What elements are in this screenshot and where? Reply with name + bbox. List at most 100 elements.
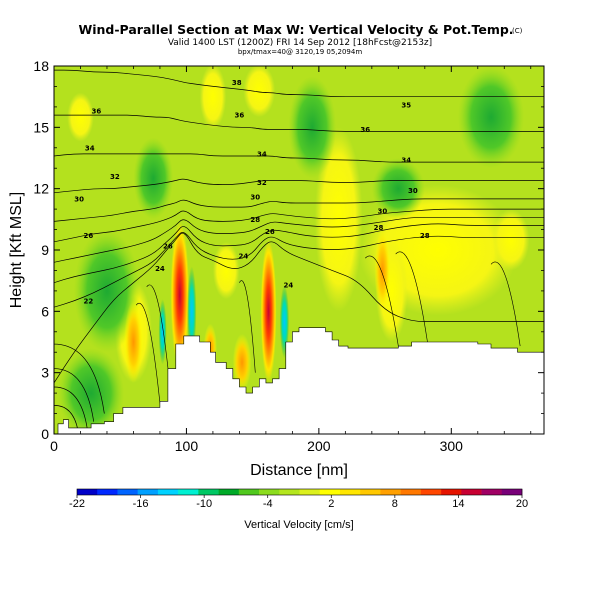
colorbar-tick-label: 20 — [516, 498, 528, 510]
isentrope-label: 36 — [235, 112, 245, 120]
isentrope-label: 22 — [84, 298, 94, 306]
colorbar-swatch — [481, 489, 503, 495]
colorbar-swatch — [279, 489, 300, 495]
colorbar-label: Vertical Velocity [cm/s] — [244, 519, 353, 531]
isentrope-label: 28 — [250, 216, 260, 224]
y-tick-label: 0 — [41, 426, 49, 442]
colorbar-swatch — [218, 489, 240, 495]
colorbar: -22 -16 -10 -4 2 8 14 20 — [69, 488, 528, 510]
velocity-patch — [212, 241, 240, 300]
colorbar-tick-label: 8 — [392, 498, 398, 510]
colorbar-swatch — [238, 489, 260, 495]
y-tick-label: 12 — [33, 181, 49, 197]
colorbar-tick-label: -10 — [196, 498, 212, 510]
isentrope-24 — [54, 223, 544, 284]
velocity-patch — [232, 333, 252, 392]
velocity-patch — [187, 266, 197, 357]
colorbar-swatch — [400, 489, 422, 495]
isentrope-label: 30 — [74, 195, 84, 203]
colorbar-tick-label: 14 — [452, 498, 464, 510]
velocity-patch — [133, 137, 174, 220]
boundary-isentrope — [54, 386, 88, 428]
isentrope-34 — [54, 153, 544, 163]
isentrope-label: 26 — [84, 232, 94, 240]
velocity-patch — [170, 221, 190, 369]
colorbar-swatch — [360, 489, 381, 495]
y-tick-label: 9 — [41, 242, 49, 258]
x-tick-label: 0 — [50, 438, 58, 454]
isentrope-20 — [54, 232, 544, 384]
velocity-contour — [135, 303, 161, 404]
colorbar-swatch — [178, 489, 199, 495]
isentrope-label: 30 — [408, 187, 418, 195]
y-tick-label: 15 — [33, 119, 49, 135]
colorbar-swatch — [97, 489, 118, 495]
isentrope-label: 24 — [155, 265, 165, 273]
isentrope-label: 34 — [257, 150, 267, 158]
velocity-patch — [260, 239, 277, 383]
velocity-contour — [365, 255, 399, 347]
boundary-isentrope — [54, 368, 95, 422]
colorbar-swatch — [441, 489, 462, 495]
isentrope-label: 32 — [257, 179, 267, 187]
terrain-mask — [54, 327, 544, 434]
colorbar-swatch — [339, 489, 361, 495]
isentrope-label: 30 — [250, 193, 260, 201]
chart-subtitle-info: bpx/tmax=40@ 3120,19 05,2094m — [238, 48, 362, 56]
colorbar-swatch — [117, 489, 138, 495]
boundary-isentrope — [54, 405, 79, 430]
chart-title: Wind-Parallel Section at Max W: Vertical… — [78, 22, 513, 37]
y-axis-label: Height [Kft MSL] — [8, 192, 25, 309]
colorbar-swatch — [259, 489, 280, 495]
colorbar-swatch — [420, 489, 442, 495]
x-axis-label: Distance [nm] — [250, 462, 348, 479]
isentrope-28 — [54, 208, 544, 243]
colorbar-tick-label: 2 — [328, 498, 334, 510]
colorbar-swatch — [461, 489, 482, 495]
velocity-patch — [314, 127, 363, 312]
isentrope-label: 24 — [284, 281, 294, 289]
colorbar-swatch — [157, 489, 179, 495]
isentrope-label: 38 — [232, 79, 242, 87]
isentrope-label: 30 — [378, 208, 388, 216]
isentrope-label: 26 — [265, 228, 275, 236]
colorbar-tick-label: -4 — [263, 498, 273, 510]
isentrope-32 — [54, 178, 544, 194]
velocity-patch — [279, 284, 290, 359]
velocity-patch — [57, 348, 125, 434]
isentrope-38 — [54, 69, 544, 98]
colorbar-swatch — [299, 489, 321, 495]
isentrope-label: 36 — [92, 107, 102, 115]
vertical-velocity-field — [57, 66, 530, 434]
copyright-mark: (C) — [512, 27, 523, 35]
colorbar-swatch — [380, 489, 401, 495]
velocity-patch — [243, 66, 276, 118]
isentrope-lines — [54, 69, 544, 430]
velocity-patch — [492, 209, 530, 271]
y-tick-label: 18 — [33, 58, 49, 74]
y-tick-label: 6 — [41, 303, 49, 319]
colorbar-swatch — [319, 489, 341, 495]
velocity-contour — [146, 284, 171, 394]
velocity-patch — [124, 301, 143, 383]
isentrope-labels: 38 36 36 36 35 34 34 34 32 32 30 30 30 30 28 28 28 26 26 26… — [74, 79, 430, 306]
x-tick-label: 200 — [307, 438, 331, 454]
boundary-isentrope — [54, 343, 105, 414]
y-tick-label: 3 — [41, 365, 49, 381]
velocity-contour — [490, 261, 521, 347]
isentrope-label: 34 — [401, 157, 411, 165]
colorbar-swatch — [501, 489, 523, 495]
isentrope-label: 34 — [85, 144, 95, 152]
isentrope-label: 32 — [110, 173, 120, 181]
isentrope-36 — [54, 114, 544, 132]
isentrope-22 — [54, 232, 544, 308]
isentrope-26 — [54, 216, 544, 263]
isentrope-label: 35 — [401, 101, 411, 109]
plot-area: 38 36 36 36 35 34 34 34 32 32 30 30 30 30 28 28 28 26 26 26… — [54, 66, 544, 434]
velocity-contour — [395, 251, 428, 343]
colorbar-frame — [76, 488, 523, 496]
isentrope-label: 36 — [360, 126, 370, 134]
isentrope-label: 24 — [239, 253, 249, 261]
